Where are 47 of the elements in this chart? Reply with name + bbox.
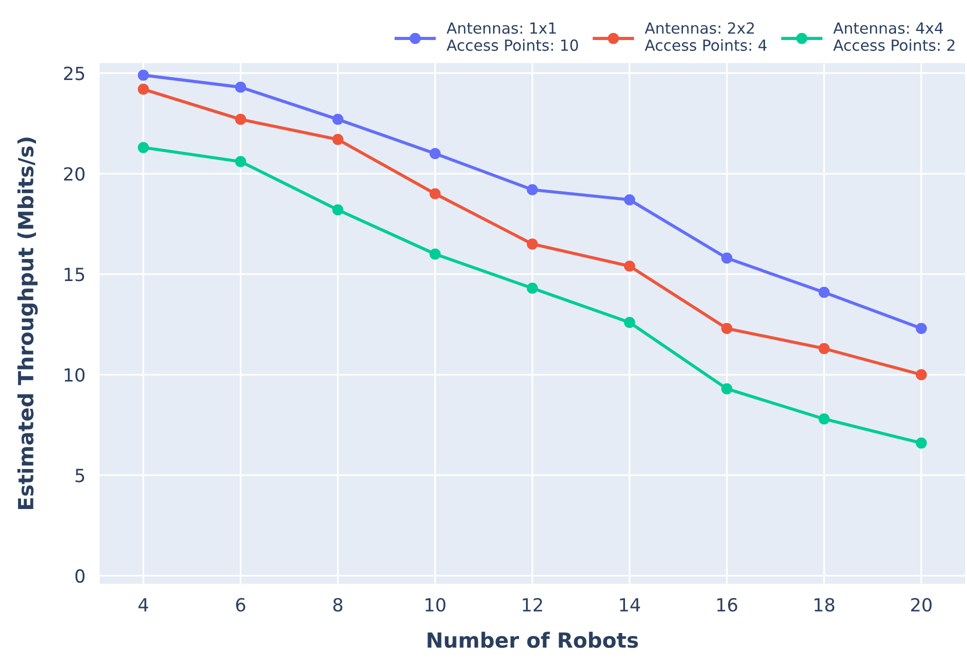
point xyxy=(235,156,246,168)
point xyxy=(430,248,441,260)
point xyxy=(332,204,344,216)
point xyxy=(721,383,732,394)
point xyxy=(916,369,927,380)
point xyxy=(138,142,149,154)
point xyxy=(721,322,732,334)
y-tick-label: 5 xyxy=(76,468,84,482)
y-tick-label: 15 xyxy=(64,268,84,282)
point xyxy=(916,437,927,449)
point xyxy=(526,282,538,294)
point xyxy=(624,260,636,272)
point xyxy=(430,148,441,160)
point xyxy=(235,114,246,125)
point xyxy=(624,316,636,328)
point xyxy=(526,184,538,196)
x-axis-title: Number of Robots xyxy=(428,632,638,648)
point xyxy=(526,238,538,250)
point xyxy=(332,134,344,146)
point xyxy=(430,188,441,200)
x-tick-label: 6 xyxy=(236,598,246,612)
x-tick-label: 14 xyxy=(620,598,640,612)
x-tick-label: 10 xyxy=(426,598,446,612)
point xyxy=(332,114,344,125)
legend-label: Antennas: 2x2 Access Points: 4 xyxy=(644,22,767,51)
x-tick-label: 12 xyxy=(522,598,542,612)
x-tick-label: 18 xyxy=(814,598,834,612)
y-axis-title: Estimated Throughput (Mbits/s) xyxy=(17,138,38,510)
x-tick-label: 4 xyxy=(138,598,148,612)
point xyxy=(138,70,149,81)
legend-label: Antennas: 4x4 Access Points: 2 xyxy=(833,22,954,51)
x-tick-label: 20 xyxy=(911,598,932,612)
point xyxy=(624,194,636,206)
y-tick-label: 0 xyxy=(75,569,85,583)
point xyxy=(818,286,830,298)
x-tick-label: 8 xyxy=(333,598,342,612)
y-tick-label: 20 xyxy=(64,167,85,181)
y-tick-label: 10 xyxy=(64,368,85,382)
point xyxy=(916,322,927,334)
point xyxy=(818,413,830,424)
point xyxy=(138,84,149,95)
x-tick-label: 16 xyxy=(717,598,738,612)
point xyxy=(818,342,830,354)
y-tick-label: 25 xyxy=(64,66,84,80)
legend-label: Antennas: 1x1 Access Points: 10 xyxy=(446,22,578,51)
point xyxy=(721,252,732,264)
point xyxy=(235,82,246,93)
